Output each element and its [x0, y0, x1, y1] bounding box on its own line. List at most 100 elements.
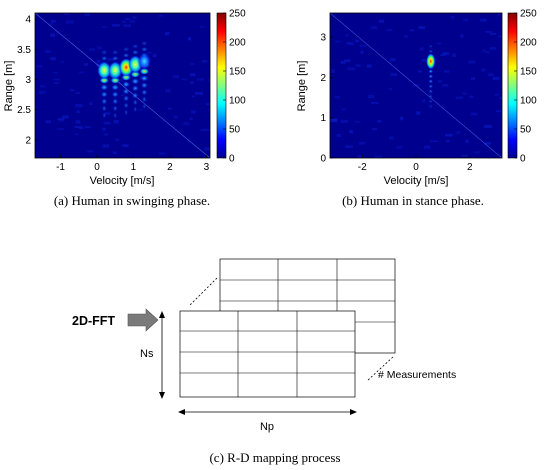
speckle [202, 60, 208, 63]
caption-c: (c) R-D mapping process [209, 450, 340, 465]
speckle [445, 140, 450, 143]
speckle [340, 119, 348, 123]
colorbar-tick-label: 150 [520, 67, 537, 78]
ripple-blob [101, 105, 107, 112]
heatmap-b-texture [330, 13, 502, 158]
speckle [132, 16, 137, 19]
speckle [87, 150, 94, 153]
ripple-blob [131, 49, 139, 55]
speckle [62, 115, 69, 119]
ripple-blob [100, 55, 108, 61]
caption-a: (a) Human in swinging phase. [54, 193, 210, 208]
speckle [450, 15, 455, 19]
speckle [97, 46, 102, 50]
ns-label: Ns [140, 348, 154, 360]
colorbar-tick-label: 100 [229, 96, 246, 107]
speckle [389, 136, 394, 140]
heatmap-a-xlabel: Velocity [m/s] [90, 175, 155, 187]
speckle [340, 60, 346, 64]
speckle [374, 155, 383, 158]
speckle [443, 70, 450, 73]
speckle [442, 52, 450, 56]
speckle [112, 23, 120, 27]
speckle [452, 53, 456, 58]
speckle [488, 73, 494, 77]
speckle [75, 133, 80, 136]
speckle [36, 65, 43, 68]
ripple-blob [122, 52, 130, 58]
speckle [58, 117, 65, 122]
speckle [196, 78, 205, 81]
speckle [485, 30, 493, 33]
fft-label: 2D-FFT [72, 314, 115, 328]
heatmap-peak [97, 61, 112, 80]
ripple-blob [428, 84, 434, 89]
speckle [417, 70, 423, 73]
speckle [378, 19, 385, 23]
ripple-blob [111, 49, 119, 55]
ripple-blob [113, 112, 118, 119]
speckle [123, 24, 132, 28]
panel-c: 2D-FFT Ns Np # Measurements (c) R-D mapp… [72, 258, 456, 465]
speckle [357, 155, 364, 158]
speckle [366, 64, 372, 68]
speckle [152, 53, 157, 58]
speckle [396, 145, 403, 149]
y-tick-label: 3 [25, 75, 31, 86]
ripple-blob [133, 106, 138, 113]
speckle [355, 39, 360, 43]
speckle [336, 133, 342, 138]
colorbar-a [216, 12, 227, 159]
speckle [190, 62, 195, 65]
ripple-blob [101, 98, 108, 105]
y-tick-label: 3 [320, 33, 326, 44]
speckle [463, 18, 469, 22]
speckle [101, 26, 108, 29]
ripple-blob [140, 75, 149, 82]
measurements-label: # Measurements [378, 369, 456, 381]
x-tick-label: -2 [358, 162, 367, 173]
ripple-blob [111, 91, 119, 98]
speckle [470, 112, 478, 116]
panel-a: -1 0 1 2 3 2 2.5 3 3.5 4 Range [m] Velocity [m/s]… [3, 9, 246, 209]
speckle [191, 95, 195, 98]
ripple-blob [140, 82, 148, 89]
colorbar-tick-label: 250 [520, 9, 537, 20]
speckle [410, 28, 415, 32]
speckle [483, 124, 492, 128]
speckle [181, 78, 187, 81]
colorbar-tick-label: 100 [520, 96, 537, 107]
speckle [360, 50, 364, 54]
speckle [331, 69, 335, 73]
speckle [386, 28, 393, 32]
speckle [354, 120, 361, 123]
speckle [455, 96, 463, 100]
speckle [330, 119, 338, 123]
colorbar-tick-label: 200 [229, 38, 246, 49]
speckle [190, 73, 196, 77]
speckle [499, 97, 502, 100]
speckle [89, 48, 95, 51]
ripple-blob [122, 88, 130, 95]
colorbar-tick-label: 200 [520, 38, 537, 49]
heatmap-b-diagonal [330, 13, 502, 158]
np-arrow [178, 409, 357, 415]
speckle [74, 126, 81, 129]
speckle [146, 51, 152, 54]
ripple-blob [132, 92, 139, 99]
fft-arrow [127, 308, 159, 332]
y-tick-label: 0 [320, 154, 326, 165]
y-tick-label: 2.5 [17, 105, 31, 116]
speckle [167, 107, 172, 110]
speckle [204, 128, 210, 131]
speckle [422, 99, 426, 103]
speckle [113, 120, 119, 124]
y-tick-label: 1 [320, 113, 326, 124]
speckle [189, 81, 194, 84]
ripple-blob [124, 109, 129, 116]
ripple-blob [142, 103, 147, 110]
x-tick-label: -1 [56, 162, 65, 173]
speckle [469, 95, 474, 99]
speckle [465, 139, 469, 143]
ripple-blob [140, 40, 148, 46]
